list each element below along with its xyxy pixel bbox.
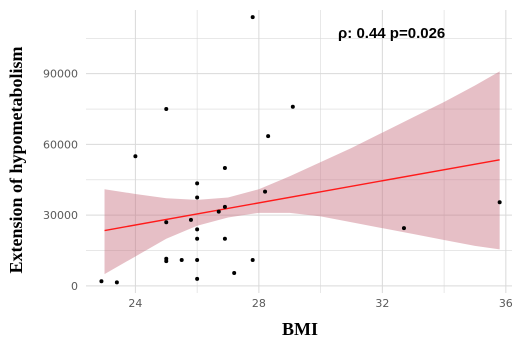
confidence-band [104, 71, 500, 275]
y-tick-label: 90000 [43, 68, 78, 81]
data-point [195, 181, 200, 186]
y-tick-label: 60000 [43, 138, 78, 151]
data-point [164, 107, 169, 112]
data-point [195, 236, 200, 241]
y-axis-title: Extension of hypometabolism [6, 46, 26, 273]
data-point [179, 257, 184, 262]
data-point [195, 276, 200, 281]
y-tick-label: 30000 [43, 209, 78, 222]
data-point [401, 226, 406, 231]
regression-line [104, 159, 500, 232]
data-point [99, 279, 104, 284]
x-tick-label: 32 [375, 297, 389, 310]
confidence-band-area [104, 71, 500, 275]
x-tick-label: 24 [128, 297, 142, 310]
data-point [164, 259, 169, 264]
data-point [290, 104, 295, 109]
data-point [114, 280, 119, 285]
data-point [188, 217, 193, 222]
data-point [133, 154, 138, 159]
data-point [250, 257, 255, 262]
data-point [222, 166, 227, 171]
data-point [497, 200, 502, 205]
data-point [263, 189, 268, 194]
x-tick-label: 28 [252, 297, 266, 310]
regression-line-group [104, 159, 500, 232]
data-point [195, 227, 200, 232]
x-axis-title: BMI [282, 319, 318, 339]
data-point [232, 270, 237, 275]
correlation-annotation: ρ: 0.44 p=0.026 [338, 25, 445, 42]
data-point [266, 134, 271, 139]
data-point [250, 15, 255, 20]
y-axis-ticks: 0 30000 60000 90000 [43, 68, 78, 293]
data-point [216, 209, 221, 214]
data-point [195, 195, 200, 200]
x-axis-ticks: 24 28 32 36 [128, 297, 512, 310]
data-point [195, 257, 200, 262]
data-point [222, 204, 227, 209]
data-point [222, 236, 227, 241]
x-tick-label: 36 [499, 297, 513, 310]
y-tick-label: 0 [71, 280, 78, 293]
grid [86, 10, 512, 293]
data-points [99, 15, 502, 285]
data-point [164, 220, 169, 225]
